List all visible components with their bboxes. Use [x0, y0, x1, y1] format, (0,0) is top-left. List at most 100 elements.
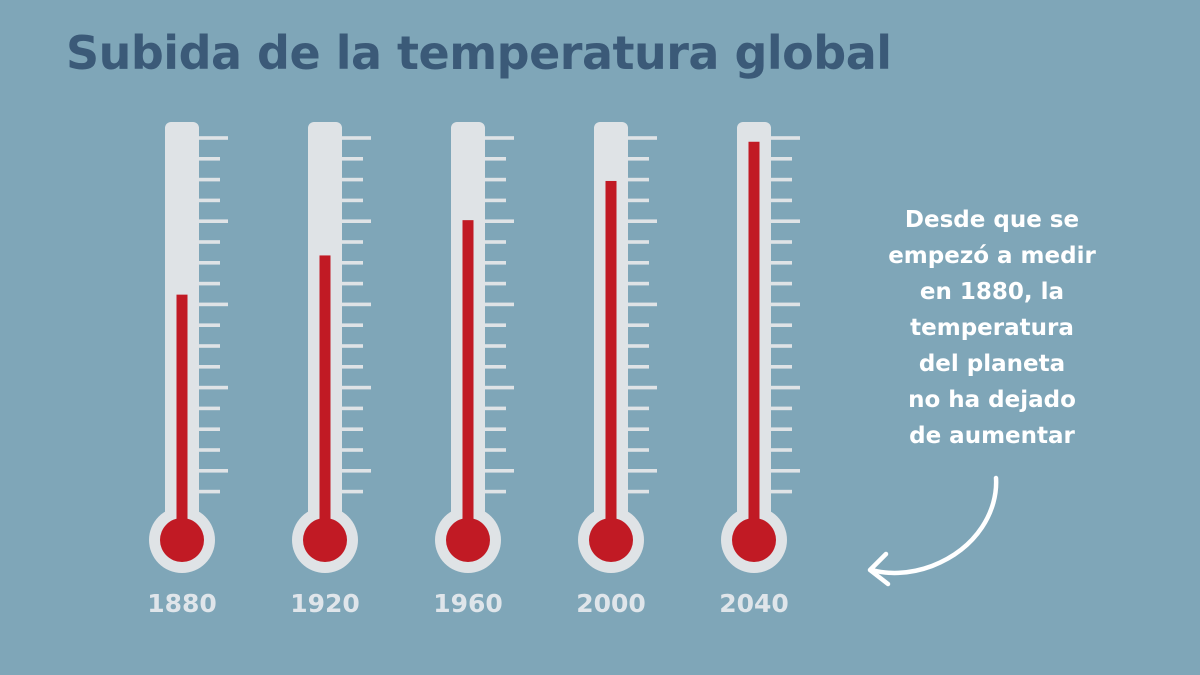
tick-mark: [770, 427, 792, 431]
tick-mark: [484, 261, 506, 265]
tick-mark: [627, 177, 649, 182]
curved-arrow-icon: [867, 475, 999, 587]
tick-mark: [341, 240, 363, 244]
tick-mark: [627, 240, 649, 244]
tick-mark: [770, 365, 792, 369]
tick-mark: [341, 385, 371, 390]
tick-mark: [484, 469, 514, 473]
year-label: 2040: [719, 589, 789, 618]
tick-mark: [627, 448, 649, 452]
tick-mark: [770, 177, 792, 182]
tick-mark: [627, 427, 649, 431]
tick-mark: [198, 240, 220, 244]
tick-mark: [627, 406, 649, 411]
tick-mark: [627, 261, 649, 265]
thermometer: 2000: [576, 122, 657, 618]
tick-mark: [484, 136, 514, 140]
tick-mark: [484, 365, 506, 369]
tick-mark: [341, 323, 363, 327]
tick-mark: [484, 281, 506, 286]
tick-mark: [627, 365, 649, 369]
tick-mark: [341, 261, 363, 265]
annotation-line: temperatura: [910, 315, 1074, 341]
tick-mark: [484, 198, 506, 203]
tick-mark: [341, 469, 371, 473]
annotation-line: de aumentar: [909, 423, 1075, 449]
tick-mark: [770, 469, 800, 473]
year-label: 1920: [290, 589, 360, 618]
tick-mark: [770, 344, 792, 348]
mercury-bulb: [446, 518, 490, 562]
mercury-bar: [319, 255, 331, 540]
mercury-bulb: [160, 518, 204, 562]
tick-mark: [198, 302, 228, 307]
mercury-bar: [748, 141, 760, 540]
tick-mark: [341, 489, 363, 494]
tick-mark: [627, 281, 649, 286]
tick-mark: [484, 177, 506, 182]
tick-mark: [770, 157, 792, 161]
tick-mark: [341, 448, 363, 452]
tick-mark: [627, 136, 657, 140]
year-label: 1960: [433, 589, 503, 618]
tick-mark: [341, 136, 371, 140]
tick-mark: [341, 157, 363, 161]
tick-mark: [484, 448, 506, 452]
tick-mark: [341, 302, 371, 307]
tick-mark: [484, 219, 514, 223]
thermometer: 2040: [719, 122, 800, 618]
tick-mark: [627, 302, 657, 307]
tick-mark: [770, 281, 792, 286]
tick-mark: [198, 219, 228, 223]
tick-mark: [484, 302, 514, 307]
tick-mark: [627, 323, 649, 327]
tick-mark: [770, 198, 792, 203]
year-label: 1880: [147, 589, 217, 618]
tick-mark: [198, 489, 220, 494]
tick-mark: [627, 385, 657, 390]
tick-mark: [770, 219, 800, 223]
tick-mark: [198, 427, 220, 431]
tick-mark: [484, 385, 514, 390]
tick-mark: [770, 240, 792, 244]
tick-mark: [198, 469, 228, 473]
tick-mark: [198, 157, 220, 161]
tick-mark: [770, 489, 792, 494]
tick-mark: [198, 177, 220, 182]
annotation-line: en 1880, la: [919, 279, 1065, 305]
tick-mark: [198, 198, 220, 203]
tick-mark: [341, 219, 371, 223]
tick-mark: [770, 261, 792, 265]
tick-mark: [627, 157, 649, 161]
annotation-line: no ha dejado: [908, 387, 1076, 413]
tick-mark: [484, 489, 506, 494]
tick-mark: [770, 406, 792, 411]
thermometer: 1880: [147, 122, 228, 618]
thermometer: 1960: [433, 122, 514, 618]
tick-mark: [627, 219, 657, 223]
tick-mark: [484, 157, 506, 161]
tick-mark: [484, 406, 506, 411]
annotation-line: Desde que se: [904, 207, 1080, 233]
tick-mark: [484, 427, 506, 431]
tick-mark: [198, 365, 220, 369]
mercury-bar: [176, 294, 188, 540]
tick-mark: [198, 448, 220, 452]
annotation-line: empezó a medir: [888, 243, 1096, 269]
tick-mark: [627, 469, 657, 473]
tick-mark: [198, 136, 228, 140]
tick-mark: [627, 489, 649, 494]
mercury-bulb: [732, 518, 776, 562]
tick-mark: [770, 302, 800, 307]
tick-mark: [198, 344, 220, 348]
mercury-bar: [462, 220, 474, 540]
tick-mark: [198, 406, 220, 411]
tick-mark: [627, 198, 649, 203]
thermometer: 1920: [290, 122, 371, 618]
tick-mark: [341, 427, 363, 431]
tick-mark: [341, 406, 363, 411]
tick-mark: [341, 177, 363, 182]
tick-mark: [770, 323, 792, 327]
tick-mark: [770, 136, 800, 140]
